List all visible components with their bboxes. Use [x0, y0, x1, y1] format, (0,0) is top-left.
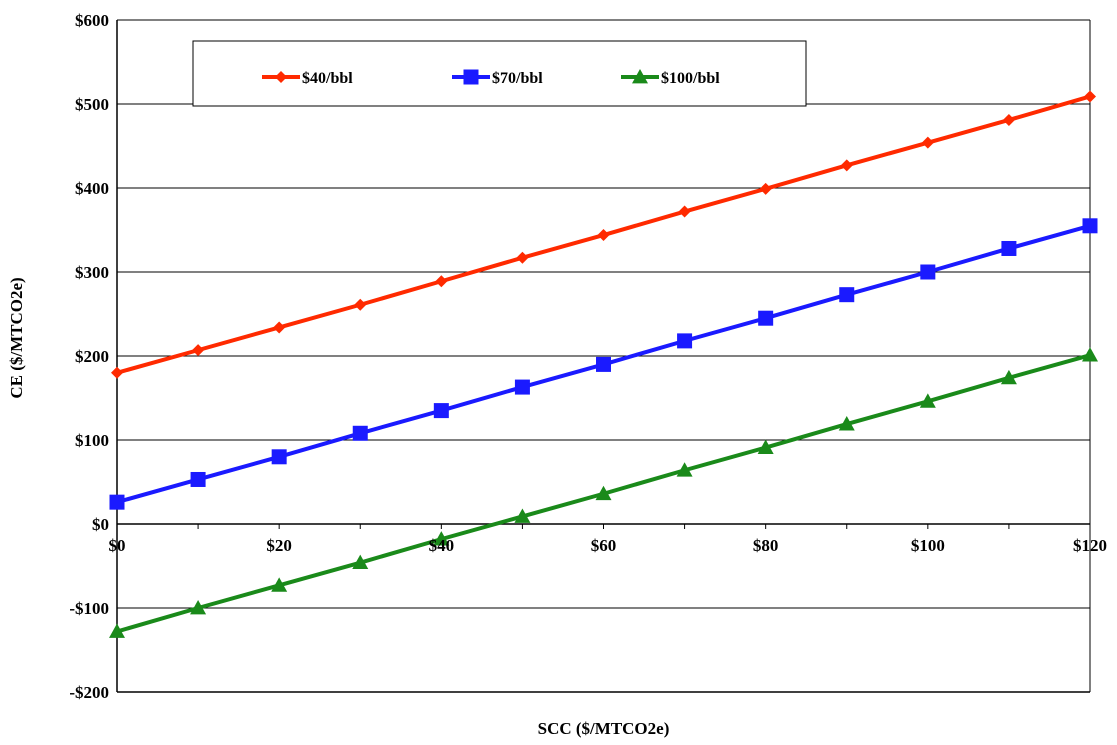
legend-marker	[463, 69, 479, 85]
data-point-marker	[192, 344, 205, 357]
data-point-marker	[838, 416, 855, 431]
legend-entry: $100/bbl	[621, 69, 720, 87]
axis-labels: -$200 -$100 $0 $100 $200 $300 $400 $500 $600 $0 $2…	[7, 11, 1107, 738]
data-point-marker	[435, 275, 448, 288]
x-tick-label: $20	[266, 536, 292, 555]
data-point-marker	[433, 403, 449, 419]
series-0	[111, 90, 1096, 379]
legend: $40/bbl $70/bbl $100/bbl	[192, 40, 807, 107]
data-point-marker	[433, 531, 450, 546]
data-point-marker	[354, 298, 367, 311]
data-point-marker	[839, 287, 855, 303]
series-1	[109, 218, 1098, 510]
legend-label: $70/bbl	[492, 70, 543, 87]
data-point-marker	[1082, 347, 1098, 362]
data-point-marker	[677, 333, 693, 349]
series-lines	[109, 90, 1098, 638]
y-tick-label: -$200	[69, 683, 109, 702]
x-axis-title: SCC ($/MTCO2e)	[538, 719, 670, 738]
y-tick-label: $300	[75, 263, 109, 282]
data-point-marker	[921, 136, 934, 149]
data-point-marker	[111, 366, 123, 379]
y-axis-title: CE ($/MTCO2e)	[7, 277, 26, 398]
data-point-marker	[840, 159, 853, 172]
data-point-marker	[757, 439, 774, 454]
y-tick-label: $200	[75, 347, 109, 366]
x-tick-label: $0	[109, 536, 126, 555]
data-point-marker	[352, 554, 369, 570]
axes	[116, 20, 1091, 693]
data-point-marker	[919, 393, 936, 408]
data-point-marker	[597, 229, 610, 242]
data-point-marker	[109, 494, 125, 510]
legend-entry: $40/bbl	[262, 70, 353, 87]
data-point-marker	[759, 182, 772, 195]
x-tick-label: $80	[753, 536, 779, 555]
y-tick-label: $100	[75, 431, 109, 450]
x-tick-label: $100	[911, 536, 945, 555]
data-point-marker	[109, 623, 125, 638]
data-point-marker	[514, 379, 530, 395]
data-point-marker	[1082, 218, 1098, 234]
data-point-marker	[271, 577, 288, 592]
data-point-marker	[1000, 369, 1017, 385]
legend-box	[192, 40, 807, 107]
y-tick-label: $600	[75, 11, 109, 30]
data-point-marker	[1001, 240, 1017, 256]
data-point-marker	[1002, 113, 1015, 126]
x-tick-label: $120	[1073, 536, 1107, 555]
data-point-marker	[273, 321, 286, 334]
data-point-marker	[190, 471, 206, 487]
legend-label: $40/bbl	[302, 70, 353, 87]
x-tick-label: $40	[429, 536, 455, 555]
data-point-marker	[595, 485, 612, 501]
legend-marker	[275, 71, 287, 83]
series-2	[109, 347, 1098, 638]
data-point-marker	[190, 600, 207, 615]
legend-marker	[632, 69, 648, 84]
y-tick-label: $400	[75, 179, 109, 198]
data-point-marker	[678, 205, 691, 218]
data-point-marker	[596, 356, 611, 372]
legend-entry: $70/bbl	[452, 69, 543, 87]
y-tick-label: -$100	[69, 599, 109, 618]
data-point-marker	[758, 310, 774, 326]
data-point-marker	[516, 251, 529, 264]
data-point-marker	[271, 449, 287, 465]
x-tick-label: $60	[591, 536, 617, 555]
y-tick-label: $0	[92, 515, 109, 534]
legend-label: $100/bbl	[661, 70, 720, 87]
data-point-marker	[1084, 90, 1096, 103]
data-point-marker	[514, 508, 531, 523]
data-point-marker	[352, 425, 368, 441]
data-point-marker	[920, 264, 936, 280]
data-point-marker	[676, 462, 693, 477]
y-tick-label: $500	[75, 95, 109, 114]
